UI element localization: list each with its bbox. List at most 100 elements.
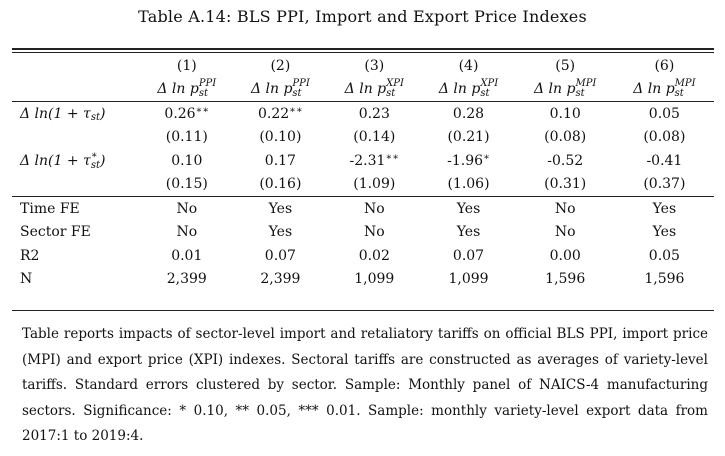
- dep-script-stack: PPI st: [199, 79, 216, 99]
- dependent-variable-math: Δ ln p MPI st: [633, 79, 696, 99]
- dep-base: Δ ln p: [438, 81, 481, 98]
- stat-value: No: [327, 196, 422, 221]
- dependent-variable: Δ ln p XPI st: [421, 78, 515, 102]
- bottom-rule: [12, 310, 714, 311]
- stat-row: N 2,399 2,399 1,099 1,099 1,596 1,596: [12, 268, 714, 292]
- stat-value-text: No: [176, 200, 198, 217]
- dep-subscript: st: [386, 88, 396, 100]
- stat-value-text: No: [554, 224, 576, 241]
- stat-value-text: 0.01: [171, 247, 203, 264]
- dependent-variable-math: Δ ln p MPI st: [534, 78, 597, 100]
- column-number: (5): [516, 54, 615, 78]
- column-number-text: (6): [654, 57, 675, 74]
- dependent-variable: Δ ln p MPI st: [615, 78, 714, 102]
- stat-value: No: [327, 221, 421, 245]
- column-number: (1): [140, 54, 234, 78]
- stat-value-text: No: [363, 200, 385, 217]
- coefficient-cell: 0.10: [140, 149, 234, 173]
- coefficient-cell: 0.17: [234, 149, 328, 173]
- stat-value-text: Yes: [652, 224, 677, 241]
- std-error-value: (0.14): [353, 129, 396, 146]
- dependent-variable-math: Δ ln p PPI st: [157, 79, 216, 99]
- dep-subscript: st: [674, 88, 684, 100]
- column-number: (6): [615, 54, 714, 78]
- stat-value-text: No: [363, 224, 385, 241]
- coefficient-cell: 0.05: [614, 101, 714, 126]
- stat-value: 0.07: [234, 244, 328, 268]
- std-error-cell: (0.14): [327, 126, 421, 150]
- stat-value: No: [140, 221, 234, 245]
- coefficient-value: 0.22: [258, 105, 290, 122]
- dependent-variable: Δ ln p MPI st: [516, 78, 615, 102]
- regressor-label-pre: Δ ln(1 + τ: [20, 152, 91, 169]
- significance-stars: ∗∗: [385, 151, 400, 163]
- stat-value: 1,099: [421, 268, 515, 292]
- column-number: (3): [327, 54, 421, 78]
- stat-value: No: [516, 221, 615, 245]
- std-error-value: (0.21): [447, 129, 490, 146]
- std-error-row: (0.15) (0.16) (1.09) (1.06) (0.31) (0.37): [12, 173, 714, 197]
- regressor-label-pre: Δ ln(1 + τ: [20, 105, 91, 122]
- coefficient-cell: 0.28: [421, 101, 516, 126]
- std-error-cell: (0.31): [516, 173, 615, 197]
- column-number: (2): [234, 54, 328, 78]
- column-number: (4): [421, 54, 515, 78]
- dep-subscript: st: [575, 88, 585, 100]
- stat-row: Time FE No Yes No Yes No Yes: [12, 196, 714, 221]
- significance-stars: ∗∗: [289, 104, 303, 116]
- column-number-text: (2): [270, 57, 291, 74]
- stat-value-text: Yes: [652, 200, 677, 217]
- std-error-value: (0.31): [544, 176, 587, 193]
- dep-script-stack: XPI st: [386, 79, 404, 99]
- top-rule-inner: [12, 52, 714, 53]
- dep-base: Δ ln p: [534, 81, 576, 98]
- dep-superscript: XPI: [480, 78, 499, 90]
- regressor-subscript: st: [90, 159, 100, 171]
- coefficient-cell: -0.52: [516, 149, 615, 173]
- stat-value-text: 1,099: [354, 271, 395, 288]
- stat-value: 1,596: [516, 268, 615, 292]
- stat-value-text: 0.00: [549, 247, 581, 264]
- significance-stars: ∗∗: [195, 104, 210, 116]
- dep-base: Δ ln p: [250, 81, 293, 98]
- std-error-value: (0.11): [165, 129, 208, 146]
- coefficient-cell: 0.23: [327, 101, 422, 126]
- coefficient-cell: -1.96∗: [421, 149, 515, 173]
- stat-label: Time FE: [12, 196, 140, 221]
- dep-base: Δ ln p: [157, 81, 199, 98]
- std-error-cell: (0.08): [615, 126, 714, 150]
- stat-value-text: 0.07: [264, 247, 296, 264]
- table-note: Table reports impacts of sector-level im…: [22, 326, 708, 445]
- dep-script-stack: MPI st: [675, 79, 696, 99]
- significance-stars: ∗: [483, 151, 490, 163]
- dep-superscript: XPI: [386, 78, 404, 90]
- stat-value-text: No: [176, 224, 198, 241]
- dep-superscript: MPI: [575, 78, 597, 90]
- stat-value: 0.02: [327, 244, 421, 268]
- coefficient-value: 0.28: [452, 105, 485, 122]
- blank-label: [12, 173, 140, 197]
- top-rule: [12, 48, 714, 50]
- stat-value: Yes: [614, 196, 714, 221]
- regressor-label: Δ ln(1 + τ st): [12, 101, 140, 126]
- coefficient-value: -2.31: [349, 152, 386, 169]
- std-error-value: (1.06): [447, 176, 490, 193]
- dep-superscript: PPI: [198, 78, 217, 90]
- corner-cell: [12, 78, 140, 102]
- stat-value-text: 1,596: [545, 271, 586, 288]
- dep-script-stack: PPI st: [292, 79, 309, 99]
- coefficient-cell: -0.41: [615, 149, 714, 173]
- stat-value-text: Yes: [456, 224, 481, 241]
- coefficient-row: Δ ln(1 + τ ∗ st) 0.10 0.17 -2.31∗∗ -1.96∗ -0.52…: [12, 149, 714, 173]
- stat-label-text: R2: [20, 247, 40, 264]
- dependent-variable-math: Δ ln p XPI st: [438, 78, 499, 99]
- dependent-variable-math: Δ ln p PPI st: [250, 79, 310, 99]
- std-error-cell: (1.09): [327, 173, 421, 197]
- column-number-text: (4): [458, 57, 479, 74]
- column-number-row: (1) (2) (3) (4) (5) (6): [12, 54, 714, 78]
- stat-value: 0.01: [140, 244, 234, 268]
- regressor-math: Δ ln(1 + τ ∗ st): [20, 150, 105, 171]
- regressor-subscript: st: [90, 111, 100, 123]
- std-error-value: (0.08): [544, 129, 587, 146]
- stat-value-text: 0.05: [648, 247, 680, 264]
